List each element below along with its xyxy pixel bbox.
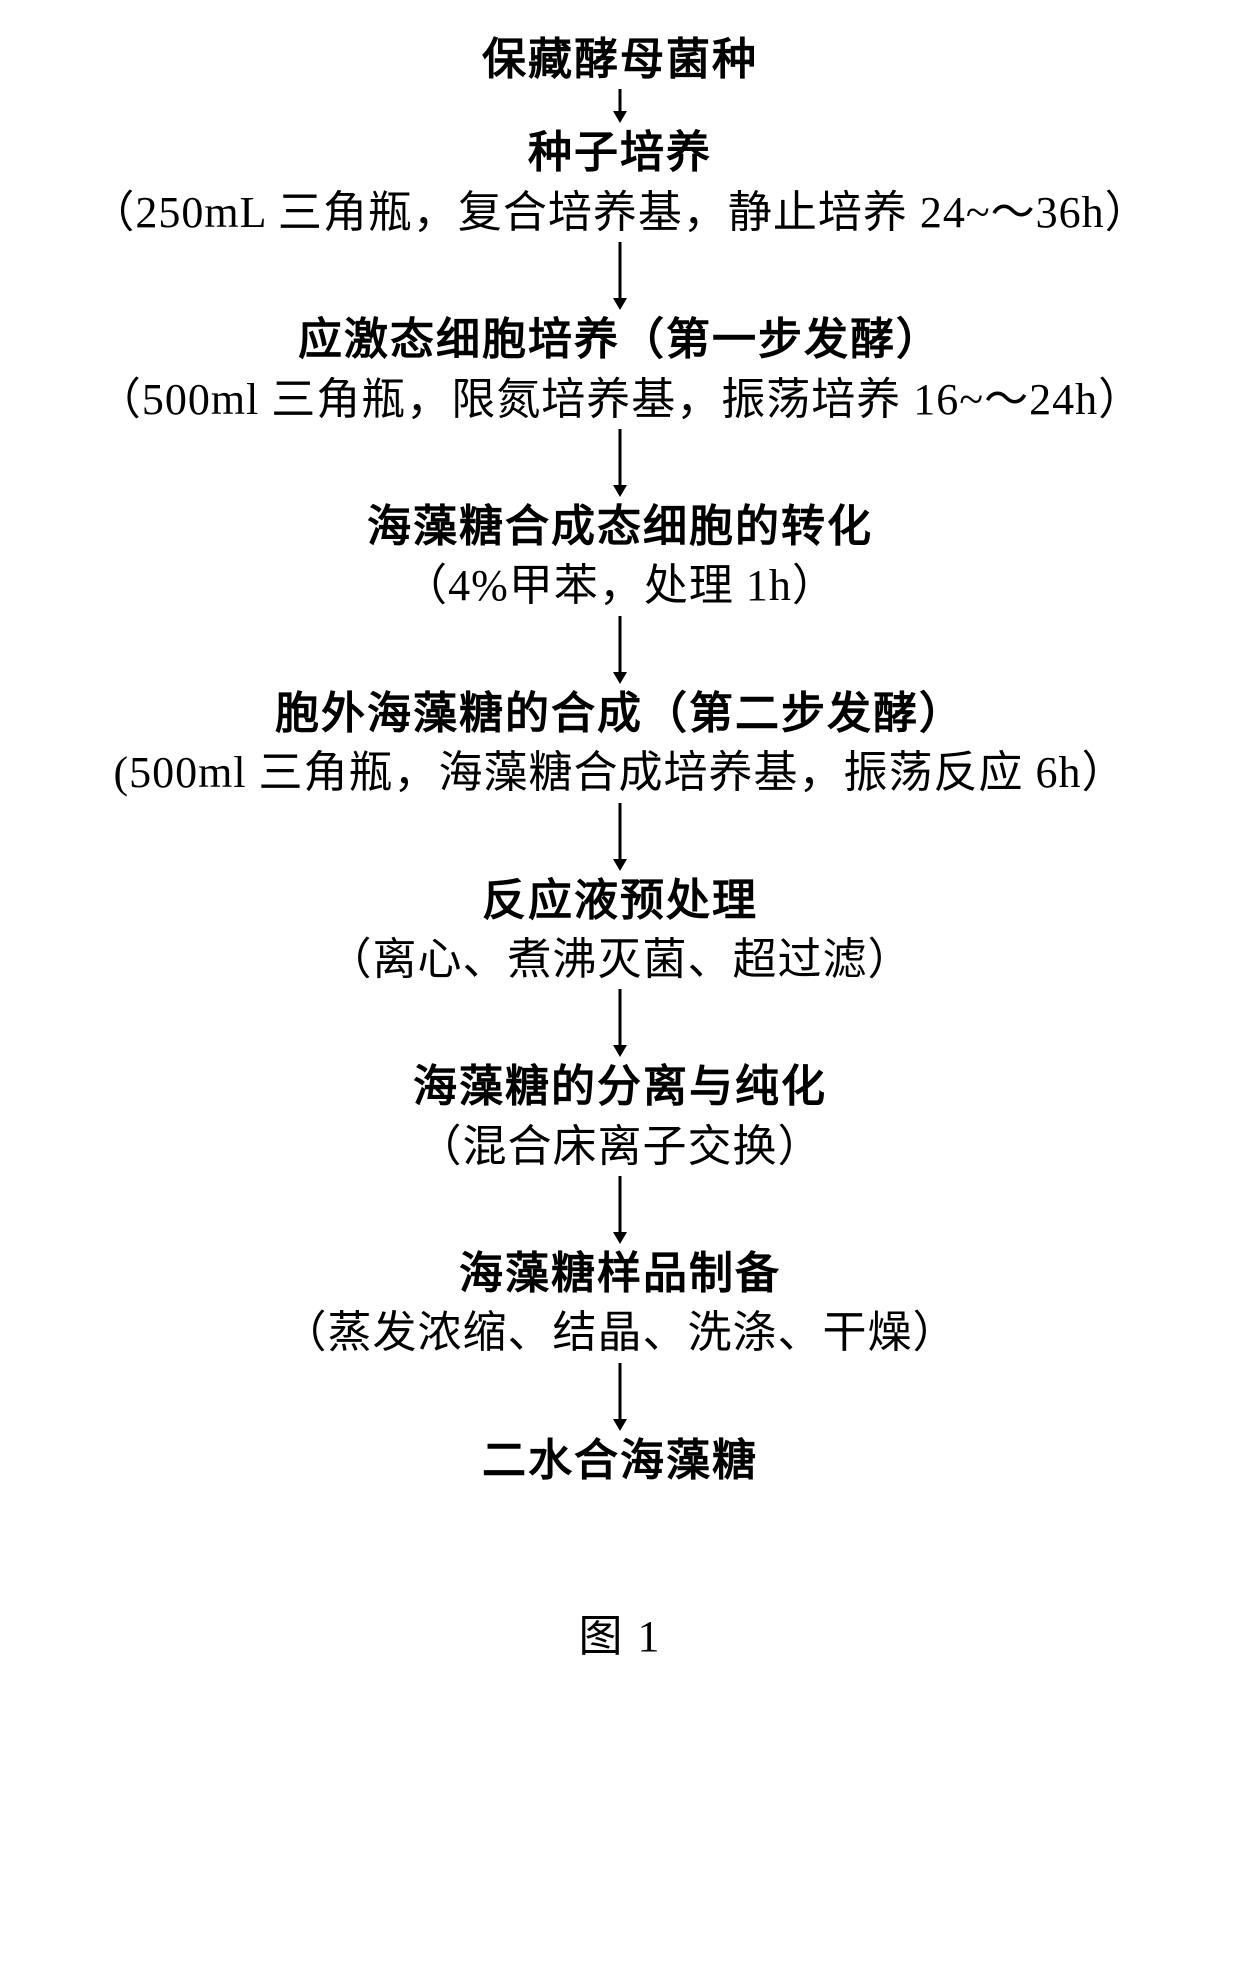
step-detail: （500ml 三角瓶，限氮培养基，振荡培养 16~～24h）	[97, 370, 1143, 429]
step-title: 胞外海藻糖的合成（第二步发酵）	[113, 684, 1126, 743]
flow-step: 保藏酵母菌种	[482, 30, 758, 89]
step-title: 种子培养	[90, 123, 1149, 182]
flow-step: 二水合海藻糖	[482, 1431, 758, 1490]
step-detail: （混合床离子交换）	[413, 1117, 827, 1176]
step-detail: （离心、煮沸灭菌、超过滤）	[328, 930, 913, 989]
flow-step: 胞外海藻糖的合成（第二步发酵） (500ml 三角瓶，海藻糖合成培养基，振荡反应…	[113, 684, 1126, 803]
step-detail: (500ml 三角瓶，海藻糖合成培养基，振荡反应 6h）	[113, 743, 1126, 802]
step-title: 应激态细胞培养（第一步发酵）	[97, 310, 1143, 369]
step-title: 二水合海藻糖	[482, 1431, 758, 1490]
flow-step: 种子培养 （250mL 三角瓶，复合培养基，静止培养 24~～36h）	[90, 123, 1149, 242]
step-detail: （4%甲苯，处理 1h）	[367, 556, 873, 615]
arrow-down-icon	[610, 616, 630, 684]
arrow-down-icon	[610, 1363, 630, 1431]
step-title: 海藻糖的分离与纯化	[413, 1057, 827, 1116]
arrow-down-icon	[610, 242, 630, 310]
flow-step: 海藻糖的分离与纯化 （混合床离子交换）	[413, 1057, 827, 1176]
arrow-down-icon	[610, 989, 630, 1057]
flow-step: 应激态细胞培养（第一步发酵） （500ml 三角瓶，限氮培养基，振荡培养 16~…	[97, 310, 1143, 429]
step-title: 反应液预处理	[328, 871, 913, 930]
step-title: 海藻糖合成态细胞的转化	[367, 497, 873, 556]
flow-step: 反应液预处理 （离心、煮沸灭菌、超过滤）	[328, 871, 913, 990]
flow-step: 海藻糖合成态细胞的转化 （4%甲苯，处理 1h）	[367, 497, 873, 616]
arrow-down-icon	[610, 803, 630, 871]
flowchart-page: 保藏酵母菌种 种子培养 （250mL 三角瓶，复合培养基，静止培养 24~～36…	[0, 0, 1240, 1724]
arrow-down-icon	[610, 429, 630, 497]
arrow-down-icon	[610, 89, 630, 123]
flow-step: 海藻糖样品制备 （蒸发浓缩、结晶、洗涤、干燥）	[283, 1244, 958, 1363]
figure-caption: 图 1	[579, 1600, 662, 1664]
step-title: 保藏酵母菌种	[482, 30, 758, 89]
step-title: 海藻糖样品制备	[283, 1244, 958, 1303]
arrow-down-icon	[610, 1176, 630, 1244]
step-detail: （蒸发浓缩、结晶、洗涤、干燥）	[283, 1303, 958, 1362]
step-detail: （250mL 三角瓶，复合培养基，静止培养 24~～36h）	[90, 183, 1149, 242]
